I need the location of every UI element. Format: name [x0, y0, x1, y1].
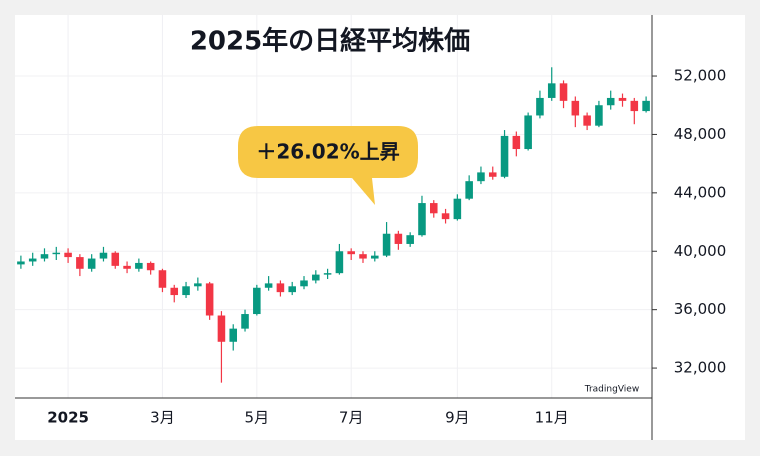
candle-body	[618, 97, 627, 101]
candle-body	[205, 283, 214, 316]
candle-body	[64, 252, 72, 258]
candle-body	[571, 100, 580, 116]
y-tick-label: 36,000	[674, 300, 727, 318]
candle-body	[347, 251, 355, 255]
candle-body	[194, 283, 202, 287]
bubble-shape	[238, 126, 418, 205]
candle-body	[229, 328, 238, 342]
candle-body	[559, 83, 568, 101]
y-tick-label: 40,000	[674, 242, 727, 260]
candle-body	[99, 252, 108, 259]
chart-title: 2025年の日経平均株価	[190, 26, 470, 57]
candle-body	[28, 258, 37, 262]
candle-body	[146, 262, 155, 271]
watermark: TradingView	[584, 385, 639, 395]
candle-body	[465, 181, 473, 199]
candle-body	[323, 273, 332, 275]
candle-body	[630, 100, 639, 112]
candle-body	[406, 235, 414, 244]
candle-body	[394, 233, 403, 244]
candle-body	[76, 257, 84, 269]
candle-body	[312, 274, 320, 281]
candle-body	[595, 105, 603, 126]
candle-body	[253, 287, 261, 315]
candle-body	[524, 115, 532, 150]
candle-body	[512, 135, 521, 150]
candle-body	[264, 283, 273, 288]
candle-body	[170, 287, 179, 296]
candle-body	[182, 286, 190, 296]
candle-body	[488, 172, 497, 177]
x-tick-label: 3月	[150, 409, 175, 427]
x-tick-label: 9月	[445, 409, 470, 427]
y-tick-label: 32,000	[674, 359, 727, 377]
candle-body	[135, 262, 143, 269]
y-tick-label: 48,000	[674, 125, 727, 143]
annotation-bubble: ＋26.02%上昇	[238, 126, 418, 205]
y-tick-label: 44,000	[674, 183, 727, 201]
x-tick-label: 2025	[47, 409, 89, 427]
candle-body	[288, 286, 296, 293]
y-tick-label: 52,000	[674, 67, 727, 85]
candle-body	[536, 97, 544, 116]
candles	[17, 67, 650, 383]
candle-body	[17, 261, 25, 265]
candle-body	[371, 255, 379, 259]
candle-body	[606, 97, 615, 106]
candle-body	[241, 314, 249, 329]
candle-body	[477, 172, 485, 182]
candle-body	[500, 135, 509, 177]
candle-body	[300, 280, 308, 287]
candle-body	[441, 213, 450, 220]
candle-body	[87, 258, 96, 269]
candle-body	[382, 233, 391, 256]
candle-body	[547, 83, 556, 98]
candle-body	[642, 100, 650, 112]
x-tick-label: 11月	[535, 409, 569, 427]
x-tick-label: 7月	[339, 409, 364, 427]
x-tick-label: 5月	[245, 409, 270, 427]
candle-body	[583, 115, 591, 126]
candle-body	[429, 203, 438, 214]
candle-body	[359, 254, 367, 259]
candle-body	[123, 265, 131, 269]
annotation-text: ＋26.02%上昇	[256, 140, 399, 164]
candle-body	[40, 254, 49, 259]
candle-body	[453, 198, 462, 220]
candle-body	[111, 252, 120, 266]
candle-body	[158, 270, 167, 288]
candle-body	[335, 251, 344, 274]
candle-body	[52, 252, 61, 255]
candle-body	[217, 315, 226, 342]
chart-background	[15, 15, 745, 440]
candle-body	[418, 203, 426, 236]
candle-body	[276, 283, 285, 293]
